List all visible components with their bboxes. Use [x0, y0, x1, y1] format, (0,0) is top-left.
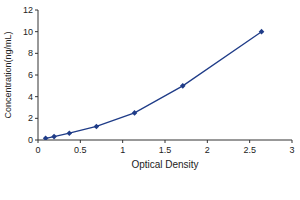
x-tick-label: 3 [289, 145, 294, 155]
data-point [180, 83, 186, 89]
x-tick [292, 140, 293, 143]
x-tick-label: 1 [120, 145, 125, 155]
data-point [43, 136, 49, 140]
data-point [259, 29, 265, 35]
x-tick [165, 140, 166, 143]
y-tick-label: 4 [28, 92, 33, 102]
y-tick-label: 2 [28, 113, 33, 123]
y-tick [35, 31, 38, 32]
y-tick-label: 8 [28, 48, 33, 58]
x-tick-label: 0 [35, 145, 40, 155]
x-tick [207, 140, 208, 143]
y-tick [35, 140, 38, 141]
x-tick-label: 2.5 [243, 145, 256, 155]
data-point [51, 134, 57, 140]
y-tick-label: 12 [23, 5, 33, 15]
x-tick [249, 140, 250, 143]
data-point [94, 124, 100, 130]
data-point [67, 130, 73, 136]
y-tick [35, 10, 38, 11]
y-tick [35, 53, 38, 54]
plot-area [43, 29, 265, 140]
x-tick-label: 1.5 [159, 145, 172, 155]
x-tick [122, 140, 123, 143]
data-line [46, 32, 262, 139]
y-tick-label: 0 [28, 135, 33, 145]
y-tick [35, 75, 38, 76]
y-tick [35, 118, 38, 119]
y-tick-label: 10 [23, 27, 33, 37]
data-point [132, 110, 138, 116]
x-tick-label: 2 [205, 145, 210, 155]
chart: 0 0.5 1 1.5 2 2.5 3 0 2 4 6 8 10 12 Optical Density Con… [0, 0, 300, 200]
y-axis-label: Concentration(ng/mL) [3, 31, 13, 118]
y-tick-label: 6 [28, 70, 33, 80]
x-tick [80, 140, 81, 143]
x-axis-label: Optical Density [131, 159, 198, 170]
y-tick [35, 96, 38, 97]
x-tick-label: 0.5 [74, 145, 87, 155]
